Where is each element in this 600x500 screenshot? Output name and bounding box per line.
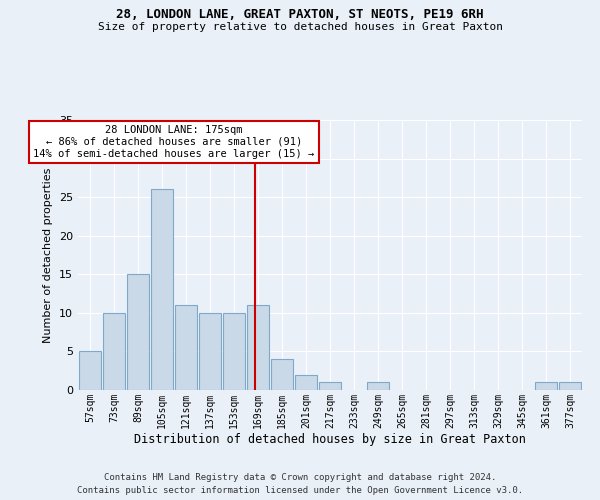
Text: Contains HM Land Registry data © Crown copyright and database right 2024.: Contains HM Land Registry data © Crown c… (104, 472, 496, 482)
Bar (127, 274, 149, 390)
Bar (151, 190, 173, 390)
Text: 28 LONDON LANE: 175sqm
← 86% of detached houses are smaller (91)
14% of semi-det: 28 LONDON LANE: 175sqm ← 86% of detached… (34, 126, 314, 158)
Bar (367, 382, 389, 390)
Bar (103, 313, 125, 390)
Text: Contains public sector information licensed under the Open Government Licence v3: Contains public sector information licen… (77, 486, 523, 495)
Text: 28, LONDON LANE, GREAT PAXTON, ST NEOTS, PE19 6RH: 28, LONDON LANE, GREAT PAXTON, ST NEOTS,… (116, 8, 484, 20)
Bar (79, 352, 101, 390)
Bar (271, 359, 293, 390)
Bar (535, 382, 557, 390)
Bar (295, 374, 317, 390)
Text: Size of property relative to detached houses in Great Paxton: Size of property relative to detached ho… (97, 22, 503, 32)
Text: Distribution of detached houses by size in Great Paxton: Distribution of detached houses by size … (134, 432, 526, 446)
Bar (319, 382, 341, 390)
Y-axis label: Number of detached properties: Number of detached properties (43, 168, 53, 342)
Bar (223, 313, 245, 390)
Bar (247, 305, 269, 390)
Bar (175, 305, 197, 390)
Bar (559, 382, 581, 390)
Bar (199, 313, 221, 390)
